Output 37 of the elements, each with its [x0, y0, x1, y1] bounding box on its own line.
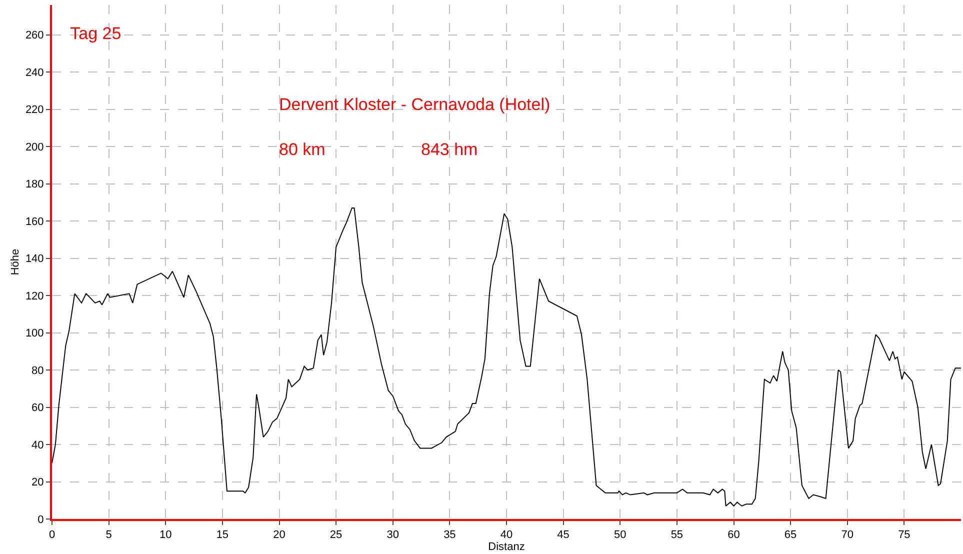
x-tick-label: 25	[330, 529, 342, 542]
y-tick-label: 260	[25, 30, 44, 42]
x-axis-title: Distanz	[488, 541, 525, 554]
y-axis-title: Höhe	[10, 248, 22, 276]
text: Tag 25	[70, 24, 122, 44]
x-tick-label: 75	[898, 529, 910, 542]
annotation: 843 hm	[421, 140, 478, 159]
line-series	[52, 207, 961, 506]
annotation: Dervent Kloster - Cernavoda (Hotel)	[279, 95, 550, 114]
x-tick-label: 65	[784, 529, 797, 542]
y-tick-label: 140	[25, 253, 44, 266]
x-tick-label: 50	[614, 529, 626, 542]
x-tick-label: 0	[48, 529, 56, 542]
x-tick-label: 55	[670, 529, 684, 542]
y-tick-label: 60	[32, 402, 44, 414]
annotation: 80 km	[279, 140, 326, 159]
y-tick-label: 120	[25, 290, 44, 302]
x-tick-label: 40	[500, 529, 513, 542]
y-tick-label: 220	[25, 104, 44, 116]
y-tick-label: 80	[32, 364, 44, 377]
y-tick-label: 200	[25, 141, 44, 154]
x-tick-label: 60	[728, 529, 740, 542]
y-tick-label: 240	[25, 66, 44, 79]
x-tick-label: 30	[386, 529, 400, 542]
y-tick-label: 40	[32, 439, 44, 452]
x-tick-label: 45	[557, 529, 570, 542]
x-tick-label: 10	[160, 529, 172, 542]
y-tick-label: 0	[38, 514, 44, 526]
y-tick-label: 20	[32, 476, 44, 489]
x-tick-label: 20	[273, 529, 286, 542]
x-tick-label: 35	[444, 529, 456, 542]
x-tick-label: 15	[216, 529, 229, 542]
x-tick-label: 70	[841, 529, 854, 542]
x-tick-label: 5	[106, 529, 112, 542]
y-tick-label: 180	[25, 178, 44, 191]
y-tick-label: 160	[25, 216, 44, 228]
y-tick-label: 100	[25, 328, 44, 340]
